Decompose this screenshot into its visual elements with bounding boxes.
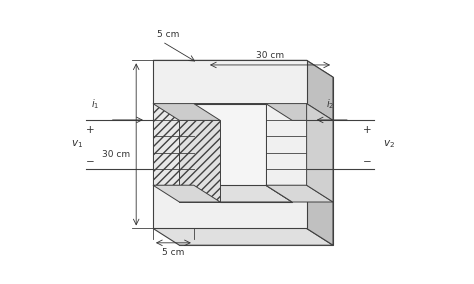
- Text: +: +: [363, 124, 372, 135]
- Text: $i_1$: $i_1$: [91, 97, 99, 111]
- Polygon shape: [194, 104, 266, 185]
- Polygon shape: [153, 60, 307, 228]
- Text: $N_2$: $N_2$: [316, 145, 330, 158]
- Text: −: −: [363, 157, 372, 167]
- Polygon shape: [266, 104, 307, 185]
- Polygon shape: [153, 104, 220, 120]
- Polygon shape: [179, 77, 333, 245]
- Polygon shape: [266, 104, 292, 202]
- Polygon shape: [266, 104, 333, 120]
- Polygon shape: [307, 104, 333, 202]
- Text: +: +: [86, 124, 94, 135]
- Text: $v_2$: $v_2$: [383, 139, 395, 150]
- Text: −: −: [86, 157, 94, 167]
- Polygon shape: [194, 185, 292, 202]
- Polygon shape: [266, 185, 333, 202]
- Polygon shape: [153, 104, 194, 185]
- Text: 30 cm: 30 cm: [102, 149, 130, 158]
- Text: $i_2$: $i_2$: [326, 97, 334, 111]
- Polygon shape: [179, 120, 220, 202]
- Polygon shape: [220, 120, 292, 202]
- Text: 5 cm: 5 cm: [157, 30, 180, 39]
- Text: 5 cm: 5 cm: [162, 248, 184, 257]
- Polygon shape: [153, 185, 220, 202]
- Polygon shape: [194, 104, 292, 120]
- Text: $v_1$: $v_1$: [71, 139, 83, 150]
- Polygon shape: [307, 60, 333, 245]
- Text: 30 cm: 30 cm: [256, 51, 284, 60]
- Polygon shape: [153, 60, 333, 77]
- Polygon shape: [153, 228, 333, 245]
- Text: $N_1$: $N_1$: [159, 145, 173, 158]
